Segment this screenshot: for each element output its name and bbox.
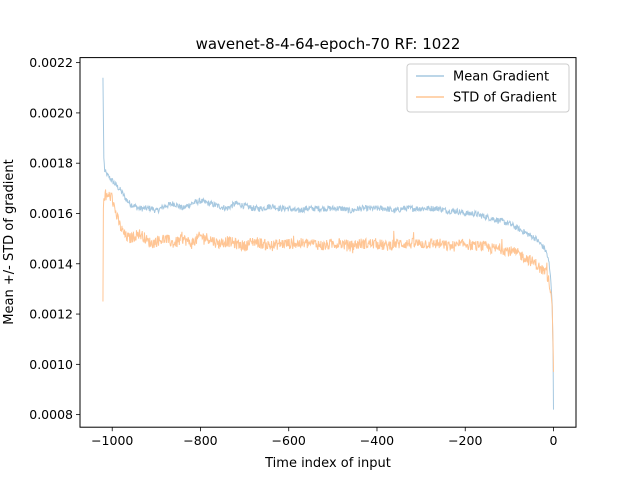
y-tick-label: 0.0020	[29, 105, 73, 120]
y-tick-label: 0.0022	[29, 55, 73, 70]
x-tick-label: −800	[183, 433, 217, 448]
series-layer	[102, 77, 554, 410]
legend-label-std-of-gradient: STD of Gradient	[453, 91, 557, 106]
chart-title: wavenet-8-4-64-epoch-70 RF: 1022	[196, 35, 461, 53]
x-tick-label: −400	[360, 433, 394, 448]
plot-frame	[79, 57, 577, 428]
x-axis: −1000 −800 −600 −400 −200 0	[91, 427, 558, 448]
legend-label-mean-gradient: Mean Gradient	[453, 70, 549, 85]
y-tick-label: 0.0016	[29, 206, 73, 221]
x-axis-label: Time index of input	[264, 456, 391, 471]
y-axis: 0.0008 0.0010 0.0012 0.0014 0.0016 0.0018 0.00…	[29, 55, 80, 422]
y-tick-label: 0.0014	[29, 256, 73, 271]
x-tick-label: −1000	[91, 433, 133, 448]
y-axis-label: Mean +/- STD of gradient	[2, 159, 17, 324]
y-tick-label: 0.0010	[29, 357, 73, 372]
legend-frame	[406, 63, 570, 113]
series-line-std-of-gradient	[102, 189, 554, 372]
y-tick-label: 0.0008	[29, 407, 73, 422]
x-tick-label: 0	[550, 433, 558, 448]
x-tick-label: −200	[448, 433, 482, 448]
legend: Mean Gradient STD of Gradient	[406, 63, 570, 113]
y-tick-label: 0.0018	[29, 156, 73, 171]
series-line-mean-gradient	[102, 77, 554, 410]
y-tick-label: 0.0012	[29, 307, 73, 322]
x-tick-label: −600	[272, 433, 306, 448]
